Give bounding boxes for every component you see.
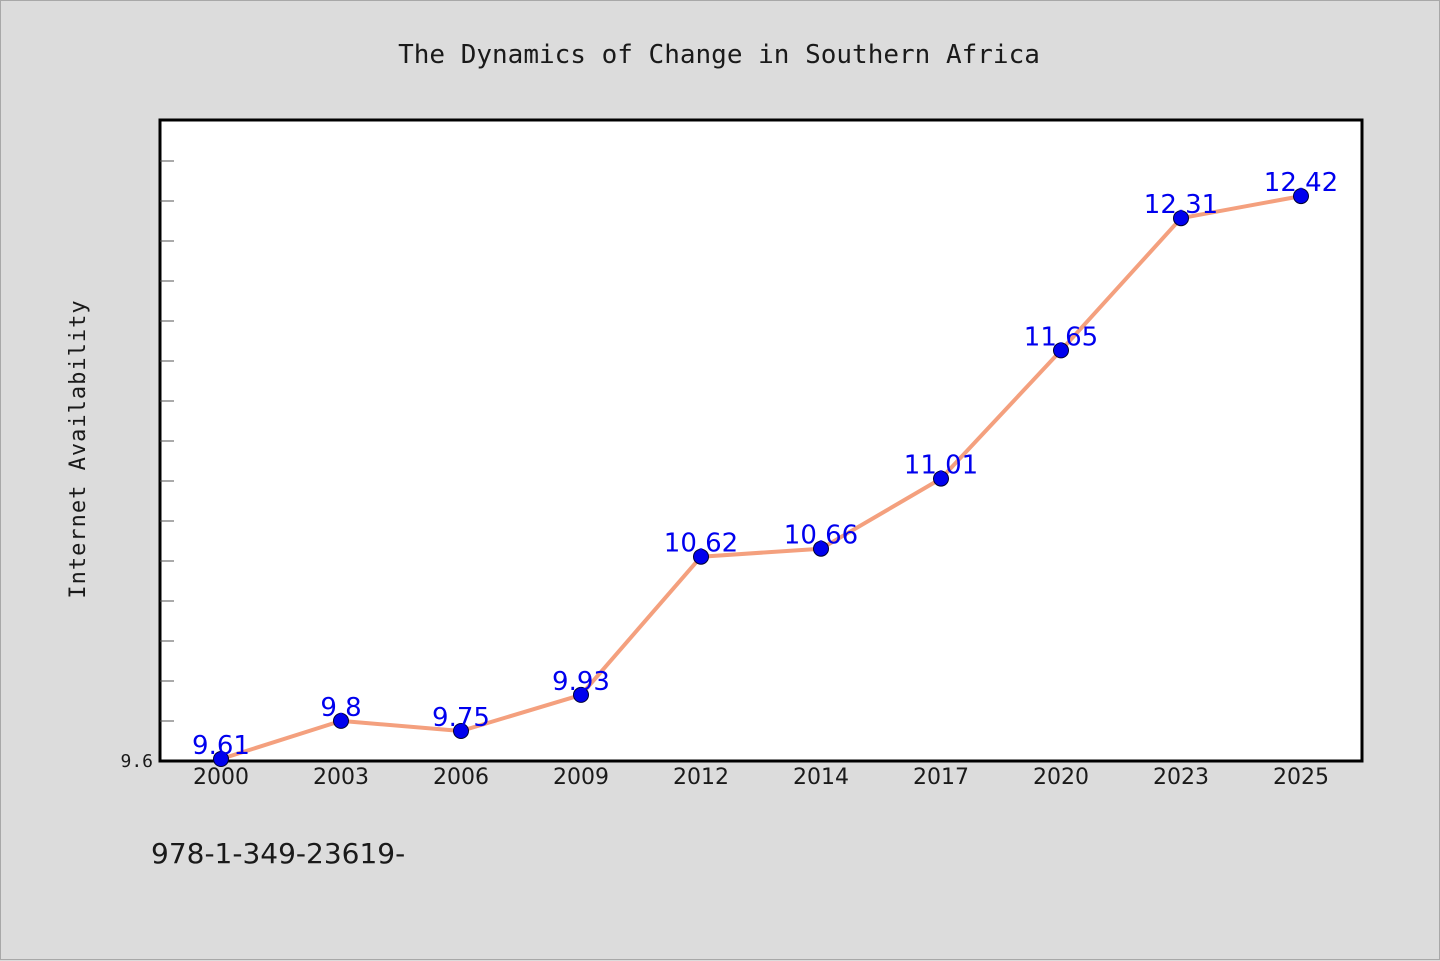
data-label: 10.66 [784, 521, 858, 551]
data-label: 12.42 [1264, 168, 1338, 198]
data-point [453, 723, 469, 739]
x-tick-label: 2003 [313, 765, 369, 790]
x-tick-label: 2025 [1273, 765, 1329, 790]
footer-isbn: 978-1-349-23619- [151, 837, 405, 870]
data-point [1173, 210, 1189, 227]
data-label: 9.75 [432, 703, 490, 733]
x-tick-label: 2006 [433, 765, 489, 790]
data-points [213, 188, 1309, 767]
data-label: 11.65 [1024, 322, 1098, 352]
x-tick-label: 2009 [553, 765, 609, 790]
data-label: 9.61 [192, 731, 250, 761]
data-label: 9.93 [552, 667, 610, 697]
data-point [333, 712, 349, 729]
data-point [933, 470, 949, 487]
x-tick-label: 2020 [1033, 765, 1089, 790]
data-point [213, 751, 229, 767]
data-point [813, 540, 829, 557]
y-tick-label: 9.6 [120, 751, 153, 772]
plot-area [158, 118, 1364, 763]
data-labels: 9.61 9.8 9.75 9.93 10.62 10.66 11.01 11.65 12.31… [192, 168, 1338, 761]
y-axis-label: Internet Availability [66, 299, 91, 598]
data-label: 12.31 [1144, 190, 1218, 220]
data-point [693, 548, 709, 565]
x-tick-label: 2000 [193, 765, 249, 790]
data-point [1293, 188, 1309, 205]
x-tick-label: 2023 [1153, 765, 1209, 790]
x-tick-label: 2012 [673, 765, 729, 790]
x-tick-labels: 2000 2003 2006 2009 2012 2014 2017 2020 2023 2025 [193, 765, 1329, 790]
data-point [573, 686, 589, 703]
x-tick-label: 2014 [793, 765, 849, 790]
data-point [1053, 342, 1069, 359]
y-ticks [160, 160, 174, 722]
x-tick-label: 2017 [913, 765, 969, 790]
chart-title: The Dynamics of Change in Southern Afric… [398, 40, 1040, 70]
data-label: 10.62 [664, 529, 738, 559]
data-label: 11.01 [904, 451, 978, 481]
series-line [219, 194, 1303, 761]
data-label: 9.8 [320, 693, 361, 723]
